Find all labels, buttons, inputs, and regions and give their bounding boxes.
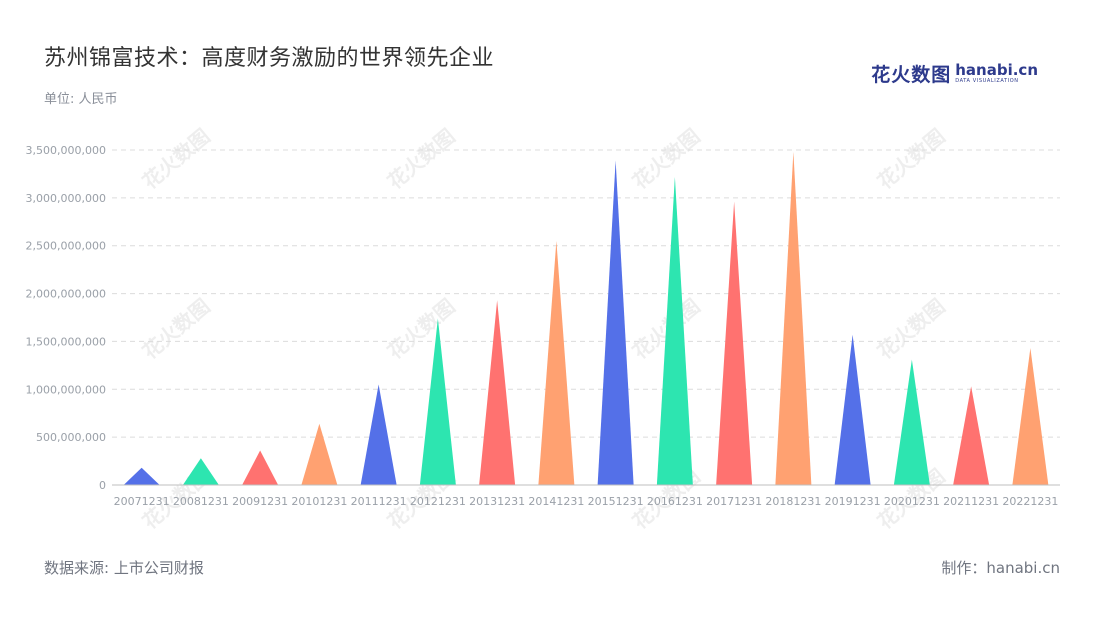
- bar-mark: [360, 384, 397, 485]
- x-tick-label: 20081231: [173, 495, 229, 508]
- bar-mark: [716, 201, 753, 485]
- y-axis: 0 500,000,000 1,000,000,000 1,500,000,000 2,…: [26, 144, 106, 492]
- bar-mark: [656, 176, 693, 486]
- x-tick-label: 20131231: [469, 495, 525, 508]
- logo-en-text: hanabi.cn: [955, 61, 1038, 79]
- x-tick-label: 20071231: [114, 495, 170, 508]
- bar-mark: [1012, 348, 1049, 485]
- x-tick-label: 20221231: [1002, 495, 1058, 508]
- bar-mark: [123, 467, 160, 485]
- bar-mark: [419, 318, 456, 485]
- x-tick-label: 20211231: [943, 495, 999, 508]
- x-tick-label: 20181231: [765, 495, 821, 508]
- bar-mark: [893, 359, 930, 485]
- x-tick-label: 20141231: [528, 495, 584, 508]
- y-tick-label: 500,000,000: [36, 431, 106, 444]
- bar-mark: [182, 458, 219, 485]
- x-tick-label: 20101231: [291, 495, 347, 508]
- x-tick-label: 20161231: [647, 495, 703, 508]
- logo-en-block: hanabi.cn DATA VISUALIZATION: [955, 63, 1038, 84]
- y-tick-label: 1,000,000,000: [26, 383, 106, 396]
- bar-mark: [597, 160, 634, 485]
- x-axis: 20071231 20081231 20091231 20101231 20111231…: [112, 484, 1060, 508]
- chart-title: 苏州锦富技术：高度财务激励的世界领先企业: [44, 46, 495, 71]
- grid-lines: [112, 149, 1060, 438]
- x-tick-label: 20201231: [884, 495, 940, 508]
- maker-credit: 制作：hanabi.cn: [941, 559, 1060, 577]
- x-tick-label: 20191231: [825, 495, 881, 508]
- logo-cn-text: 花火数图: [871, 64, 952, 86]
- watermark-text: 花火数图: [138, 124, 215, 194]
- watermark-text: 花火数图: [138, 294, 215, 364]
- bar-mark: [242, 450, 279, 485]
- x-tick-label: 20111231: [351, 495, 407, 508]
- bar-mark: [479, 300, 516, 485]
- watermark-text: 花火数图: [873, 294, 950, 364]
- y-tick-label: 3,500,000,000: [26, 144, 106, 157]
- bar-mark: [834, 334, 871, 485]
- x-tick-label: 20121231: [410, 495, 466, 508]
- logo-sub-text: DATA VISUALIZATION: [955, 78, 1019, 84]
- y-tick-label: 2,000,000,000: [26, 288, 106, 301]
- bar-mark: [538, 240, 575, 485]
- data-source: 数据来源: 上市公司财报: [44, 559, 204, 577]
- y-tick-label: 2,500,000,000: [26, 240, 106, 253]
- x-tick-label: 20171231: [706, 495, 762, 508]
- watermark-text: 花火数图: [383, 294, 460, 364]
- x-tick-label: 20151231: [588, 495, 644, 508]
- brand-logo: 花火数图 hanabi.cn DATA VISUALIZATION: [871, 60, 1038, 87]
- bar-mark: [953, 386, 990, 485]
- y-tick-label: 3,000,000,000: [26, 192, 106, 205]
- watermark-text: 花火数图: [873, 124, 950, 194]
- watermark-text: 花火数图: [383, 124, 460, 194]
- x-tick-label: 20091231: [232, 495, 288, 508]
- bar-mark: [775, 151, 812, 485]
- y-tick-label: 1,500,000,000: [26, 335, 106, 348]
- bars: [123, 151, 1049, 486]
- bar-mark: [301, 423, 338, 485]
- watermark-text: 花火数图: [628, 124, 705, 194]
- unit-label: 单位: 人民币: [44, 92, 118, 107]
- y-tick-label: 0: [99, 479, 106, 492]
